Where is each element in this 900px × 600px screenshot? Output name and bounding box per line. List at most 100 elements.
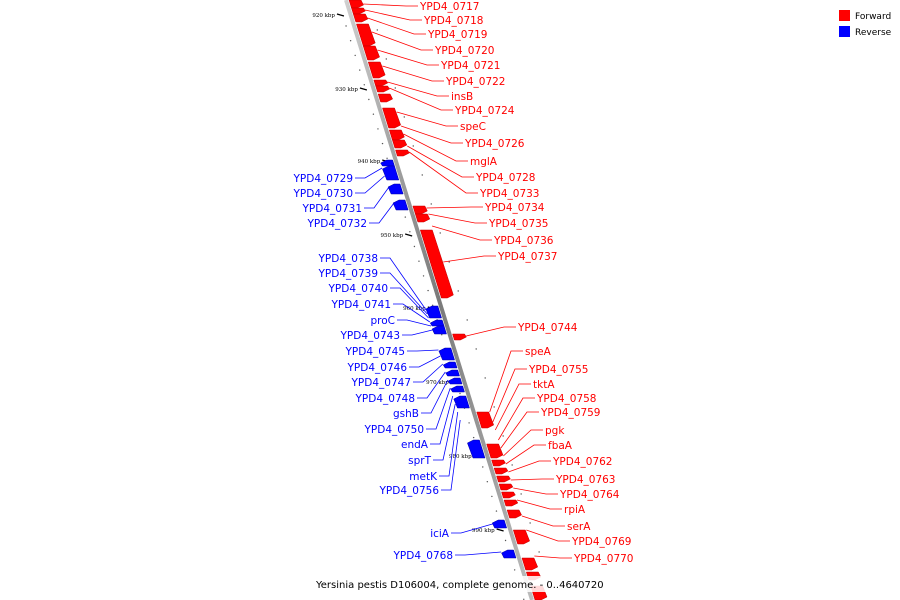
gene-label-forward[interactable]: YPD4_0755 [528,364,588,376]
gene-label-reverse[interactable]: YPD4_0768 [393,550,453,562]
reverse-gene [501,549,517,559]
gene-label-forward[interactable]: YPD4_0770 [573,553,633,565]
gene-label-reverse[interactable]: YPD4_0740 [328,283,388,295]
gene-label-reverse[interactable]: endA [401,439,429,451]
gene-label-forward[interactable]: tktA [533,379,555,391]
leader-line [364,187,389,209]
minor-tick [386,157,388,159]
gene-label-forward[interactable]: speC [460,121,486,133]
minor-tick [502,435,504,437]
minor-tick [349,40,352,42]
gene-label-forward[interactable]: YPD4_0717 [419,1,479,13]
gene-label-forward[interactable]: YPD4_0721 [440,60,500,72]
tick-mark [404,233,413,237]
minor-tick [354,54,356,57]
minor-tick [430,203,432,205]
gene-label-reverse[interactable]: YPD4_0756 [379,485,440,497]
gene-label-forward[interactable]: speA [525,346,552,358]
reverse-gene [467,439,486,459]
leader-line [389,87,453,111]
forward-gene [388,129,405,141]
gene-label-reverse[interactable]: YPD4_0748 [355,393,415,405]
gene-label-reverse[interactable]: proC [370,315,395,327]
gene-label-forward[interactable]: YPD4_0736 [493,235,554,247]
minor-tick [363,84,365,86]
gene-label-forward[interactable]: YPD4_0737 [497,251,557,263]
gene-label-forward[interactable]: YPD4_0762 [552,456,612,468]
gene-label-reverse[interactable]: YPD4_0741 [331,299,391,311]
leader-line [396,111,458,127]
leader-line [382,65,444,82]
gene-label-reverse[interactable]: sprT [408,455,431,467]
forward-gene [503,499,519,507]
gene-label-reverse[interactable]: YPD4_0731 [302,203,362,215]
reverse-gene [431,325,447,335]
gene-label-reverse[interactable]: YPD4_0746 [347,362,408,374]
gene-label-forward[interactable]: YPD4_0719 [427,29,487,41]
gene-label-forward[interactable]: YPD4_0733 [479,188,539,200]
legend-reverse-swatch [839,26,850,37]
gene-label-forward[interactable]: YPD4_0763 [555,474,615,486]
gene-label-forward[interactable]: pgk [545,425,565,437]
gene-label-reverse[interactable]: YPD4_0747 [351,377,411,389]
gene-label-forward[interactable]: rpiA [564,504,586,516]
forward-gene [415,213,431,223]
forward-gene [392,139,408,149]
gene-label-reverse[interactable]: YPD4_0745 [345,346,405,358]
leader-line [377,49,439,66]
tick-label: 990 kbp [472,528,495,534]
leader-line [380,272,428,315]
forward-gene [367,61,386,79]
forward-gene [501,491,516,499]
gene-label-forward[interactable]: YPD4_0744 [517,322,578,334]
forward-gene [476,411,494,429]
leader-line [498,397,535,441]
minor-tick [493,406,495,408]
gene-label-reverse[interactable]: YPD4_0729 [293,173,353,185]
minor-tick [422,275,425,277]
gene-label-forward[interactable]: YPD4_0735 [488,218,548,230]
gene-label-forward[interactable]: mglA [470,156,498,168]
gene-label-forward[interactable]: YPD4_0764 [559,489,620,501]
gene-label-forward[interactable]: YPD4_0726 [464,138,525,150]
gene-label-forward[interactable]: YPD4_0718 [423,15,483,27]
forward-gene [493,467,509,475]
leader-line [431,225,492,241]
gene-label-reverse[interactable]: YPD4_0739 [318,268,378,280]
gene-label-reverse[interactable]: YPD4_0743 [340,330,400,342]
gene-label-forward[interactable]: serA [567,521,591,533]
gene-label-forward[interactable]: YPD4_0728 [475,172,535,184]
gene-label-forward[interactable]: YPD4_0769 [571,536,631,548]
gene-label-forward[interactable]: YPD4_0734 [484,202,545,214]
gene-label-forward[interactable]: YPD4_0722 [445,76,505,88]
gene-label-reverse[interactable]: gshB [393,408,419,420]
forward-gene [486,443,504,459]
minor-tick [412,145,414,147]
leader-line [455,551,502,556]
tick-label: 940 kbp [358,159,381,165]
gene-label-forward[interactable]: YPD4_0720 [434,45,494,57]
forward-gene [382,107,401,129]
gene-label-forward[interactable]: insB [451,91,473,103]
leader-line [426,206,483,209]
gene-label-reverse[interactable]: YPD4_0730 [293,188,353,200]
reverse-gene [450,385,465,393]
leader-line [369,203,394,224]
leader-line [390,287,429,319]
minor-tick [448,261,450,263]
leader-line [441,419,461,491]
gene-label-reverse[interactable]: YPD4_0732 [307,218,367,230]
gene-label-forward[interactable]: YPD4_0724 [454,105,515,117]
minor-tick [431,304,434,306]
forward-gene [351,7,366,15]
gene-label-forward[interactable]: YPD4_0758 [536,393,596,405]
leader-line [403,133,468,162]
gene-label-reverse[interactable]: YPD4_0738 [318,253,378,265]
gene-label-reverse[interactable]: YPD4_0750 [364,424,424,436]
minor-tick [482,466,484,468]
gene-label-forward[interactable]: fbaA [548,440,573,452]
gene-label-reverse[interactable]: metK [409,471,438,483]
minor-tick [394,87,396,89]
gene-label-reverse[interactable]: iciA [430,528,450,540]
gene-label-forward[interactable]: YPD4_0759 [540,407,600,419]
